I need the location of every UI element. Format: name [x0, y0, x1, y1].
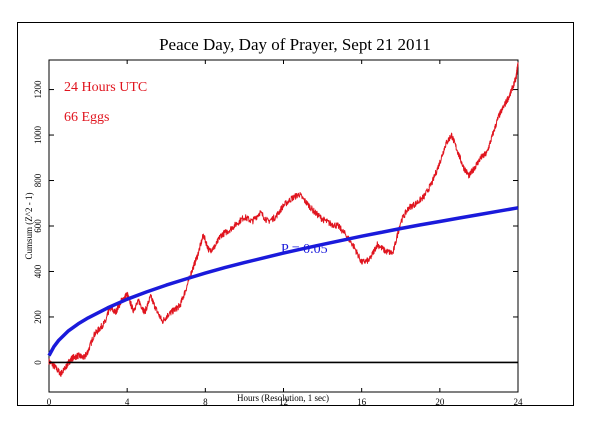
- series-layer: [47, 62, 519, 377]
- y-axis-label: Cumsum (Z^2 - 1): [24, 193, 34, 260]
- x-tick-label: 12: [279, 397, 288, 405]
- chart-frame: Peace Day, Day of Prayer, Sept 21 2011 0…: [17, 22, 574, 406]
- annotation-eggs: 66 Eggs: [64, 110, 110, 125]
- y-tick-label: 400: [33, 264, 43, 278]
- annotation-utc: 24 Hours UTC: [64, 80, 147, 95]
- chart-svg: Peace Day, Day of Prayer, Sept 21 2011 0…: [24, 35, 523, 405]
- y-tick-label: 800: [33, 173, 43, 187]
- y-tick-labels: 0 200 400 600 800 1000 1200: [33, 80, 43, 365]
- y-tick-label: 600: [33, 219, 43, 233]
- x-axis-label: Hours (Resolution, 1 sec): [237, 393, 329, 403]
- y-tick-label: 1000: [33, 126, 43, 145]
- chart-title: Peace Day, Day of Prayer, Sept 21 2011: [159, 35, 431, 54]
- x-tick-label: 0: [47, 397, 52, 405]
- y-tick-label: 0: [33, 360, 43, 365]
- probability-envelope-line: [47, 206, 519, 357]
- annotation-p-value: P = 0.05: [281, 242, 328, 257]
- plot-area: [48, 59, 519, 393]
- tick-marks: [48, 60, 519, 392]
- y-tick-label: 200: [33, 310, 43, 324]
- x-tick-labels: 0 4 8 12 16 20 24: [47, 397, 523, 405]
- y-tick-label: 1200: [33, 80, 43, 99]
- x-tick-label: 8: [203, 397, 208, 405]
- x-tick-label: 20: [435, 397, 445, 405]
- x-tick-label: 4: [125, 397, 130, 405]
- x-tick-label: 16: [357, 397, 367, 405]
- x-tick-label: 24: [514, 397, 524, 405]
